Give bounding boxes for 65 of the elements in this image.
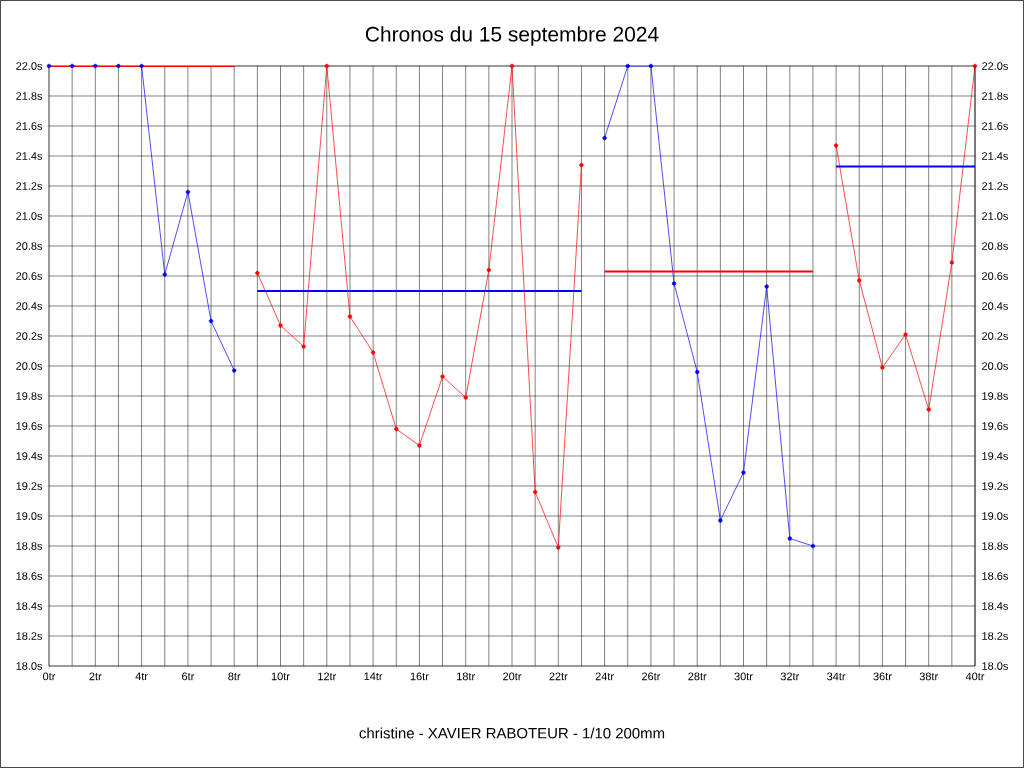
y2-tick-label: 19.6s: [982, 422, 1008, 430]
x-tick-label: 16tr: [410, 672, 429, 681]
y2-tick-label: 21.0s: [982, 212, 1008, 220]
chart-title: Chronos du 15 septembre 2024: [365, 26, 659, 46]
x-tick-label: 6tr: [182, 672, 195, 681]
y2-tick-label: 21.2s: [982, 182, 1008, 190]
y-tick-label: 20.2s: [16, 332, 43, 340]
y-tick-label: 22.0s: [16, 62, 43, 70]
x-tick-label: 26tr: [642, 672, 661, 681]
y2-tick-label: 22.0s: [982, 62, 1008, 70]
y2-tick-label: 20.2s: [982, 332, 1008, 340]
y2-tick-label: 18.8s: [982, 542, 1008, 550]
y2-tick-label: 18.0s: [982, 662, 1008, 670]
y-tick-label: 20.6s: [16, 272, 43, 280]
x-tick-label: 4tr: [135, 672, 148, 681]
x-tick-label: 12tr: [318, 672, 337, 681]
y-tick-label: 18.4s: [16, 602, 43, 610]
x-tick-label: 32tr: [780, 672, 800, 681]
y2-tick-label: 20.4s: [982, 302, 1008, 310]
x-tick-label: 2tr: [89, 672, 102, 681]
x-tick-label: 0tr: [43, 672, 56, 681]
x-tick-label: 30tr: [734, 672, 753, 681]
y2-tick-label: 21.4s: [982, 152, 1008, 160]
y-tick-label: 18.0s: [16, 662, 43, 670]
y-tick-label: 21.2s: [16, 182, 43, 190]
x-tick-label: 36tr: [873, 672, 892, 681]
x-tick-label: 40tr: [965, 672, 985, 681]
y2-tick-label: 19.8s: [982, 392, 1008, 400]
y-tick-label: 19.2s: [16, 482, 43, 490]
y2-tick-label: 18.4s: [982, 602, 1008, 610]
y-tick-label: 20.8s: [16, 242, 43, 250]
y-tick-label: 21.4s: [16, 152, 43, 160]
y-tick-label: 20.4s: [16, 302, 43, 310]
y-tick-label: 18.6s: [16, 572, 43, 580]
y2-tick-label: 21.8s: [982, 92, 1008, 100]
y2-tick-label: 21.6s: [982, 122, 1008, 130]
y-tick-label: 19.0s: [16, 512, 43, 520]
x-tick-label: 28tr: [688, 672, 707, 681]
y-tick-label: 19.6s: [16, 422, 43, 430]
y2-tick-label: 19.0s: [982, 512, 1008, 520]
x-tick-label: 18tr: [457, 672, 475, 681]
y2-tick-label: 19.2s: [982, 482, 1008, 490]
y-tick-label: 21.8s: [16, 92, 43, 100]
y2-tick-label: 19.4s: [982, 452, 1008, 460]
y-tick-label: 20.0s: [16, 362, 43, 370]
x-tick-label: 38tr: [919, 672, 938, 681]
y2-tick-label: 18.6s: [982, 572, 1008, 580]
y-tick-label: 19.8s: [16, 392, 43, 400]
x-tick-label: 22tr: [549, 672, 568, 681]
y-tick-label: 18.8s: [16, 542, 43, 550]
y-tick-label: 21.6s: [16, 122, 43, 130]
y-tick-label: 21.0s: [16, 212, 43, 220]
x-tick-label: 8tr: [228, 672, 241, 681]
x-tick-label: 20tr: [503, 672, 522, 681]
y-tick-label: 19.4s: [16, 452, 43, 460]
y2-tick-label: 20.0s: [982, 362, 1008, 370]
y2-tick-label: 18.2s: [982, 632, 1008, 640]
x-tick-label: 34tr: [827, 672, 846, 681]
x-tick-label: 24tr: [595, 672, 614, 681]
text: christine - XAVIER RABOTEUR - 1/10 200mm: [359, 727, 665, 739]
x-tick-label: 10tr: [271, 672, 290, 681]
y-tick-label: 18.2s: [16, 632, 43, 640]
y2-tick-label: 20.8s: [982, 242, 1008, 250]
y2-tick-label: 20.6s: [982, 272, 1008, 280]
x-tick-label: 14tr: [364, 672, 383, 681]
